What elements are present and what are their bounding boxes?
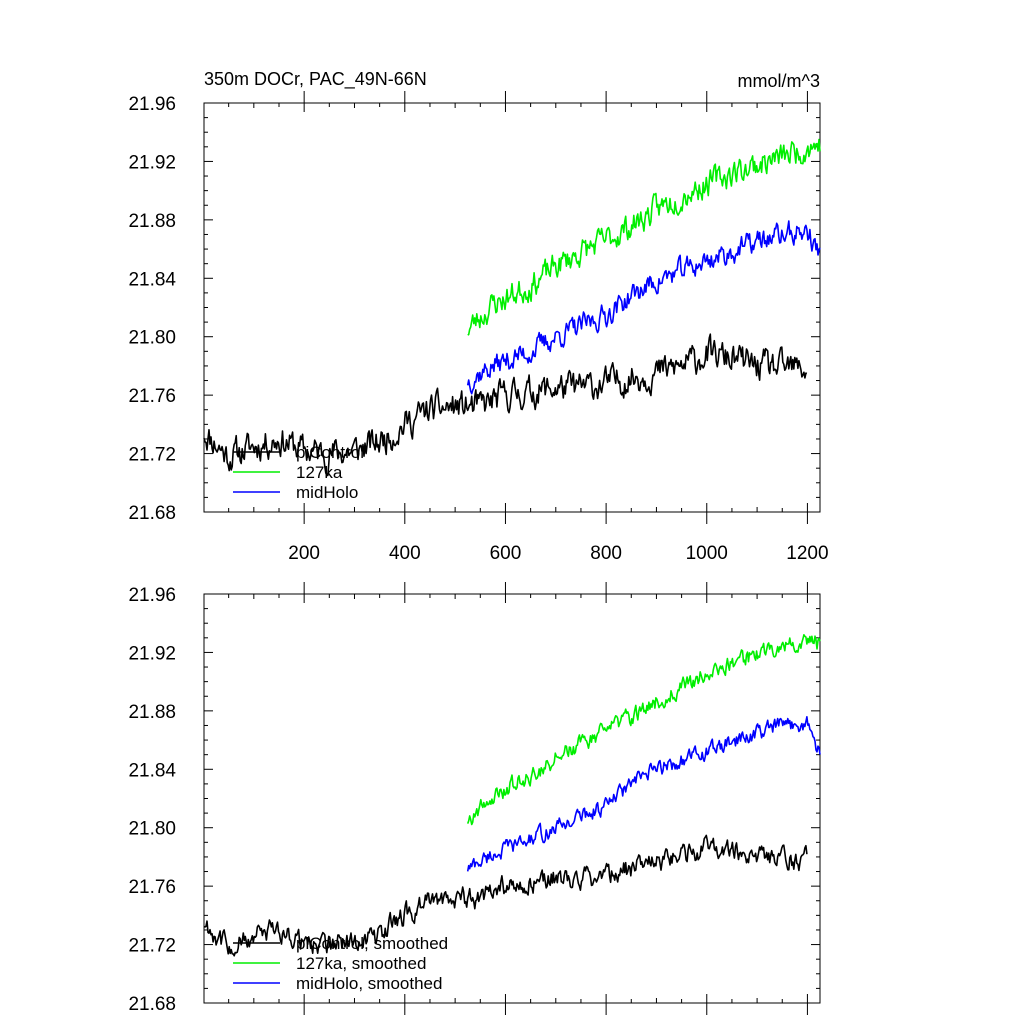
legend-label: midHolo [296, 483, 358, 502]
series-line-picontrol [203, 834, 808, 957]
x-tick-label: 1200 [786, 543, 828, 564]
series-line-127ka [467, 138, 821, 336]
legend-label: piControl [296, 443, 364, 462]
chart-title: 350m DOCr, PAC_49N-66N [204, 69, 427, 90]
legend-label: 127ka, smoothed [296, 954, 426, 973]
series-line-midholo [466, 715, 821, 872]
y-tick-label: 21.84 [128, 760, 176, 781]
legend-label: piControl, smoothed [296, 934, 448, 953]
y-tick-label: 21.68 [128, 994, 176, 1015]
y-tick-label: 21.88 [128, 211, 176, 232]
y-tick-label: 21.76 [128, 877, 176, 898]
x-tick-label: 600 [490, 543, 522, 564]
y-tick-label: 21.80 [128, 328, 176, 349]
series-line-127ka [466, 633, 821, 826]
y-tick-label: 21.76 [128, 386, 176, 407]
series-line-picontrol [203, 333, 808, 477]
x-tick-label: 1000 [686, 543, 728, 564]
chart-panel: 21.68 21.72 21.76 21.80 21.84 21.88 21.92 21.96… [128, 582, 821, 1015]
legend-label: 127ka [296, 463, 343, 482]
series-line-midholo [466, 220, 821, 395]
y-tick-label: 21.68 [128, 503, 176, 524]
y-tick-label: 21.84 [128, 269, 176, 290]
chart-units: mmol/m^3 [738, 71, 820, 91]
x-tick-label: 400 [389, 543, 421, 564]
y-tick-label: 21.72 [128, 936, 176, 957]
x-tick-label: 200 [288, 543, 320, 564]
legend-label: midHolo, smoothed [296, 974, 442, 993]
y-tick-label: 21.92 [128, 643, 176, 664]
chart-panel: 21.68 21.72 21.76 21.80 21.84 21.88 21.92 21.96… [128, 91, 829, 564]
x-tick-label: 800 [590, 543, 622, 564]
y-tick-label: 21.96 [128, 94, 176, 115]
y-tick-label: 21.80 [128, 819, 176, 840]
y-tick-label: 21.92 [128, 152, 176, 173]
y-tick-label: 21.72 [128, 445, 176, 466]
y-tick-label: 21.96 [128, 585, 176, 606]
y-tick-label: 21.88 [128, 702, 176, 723]
